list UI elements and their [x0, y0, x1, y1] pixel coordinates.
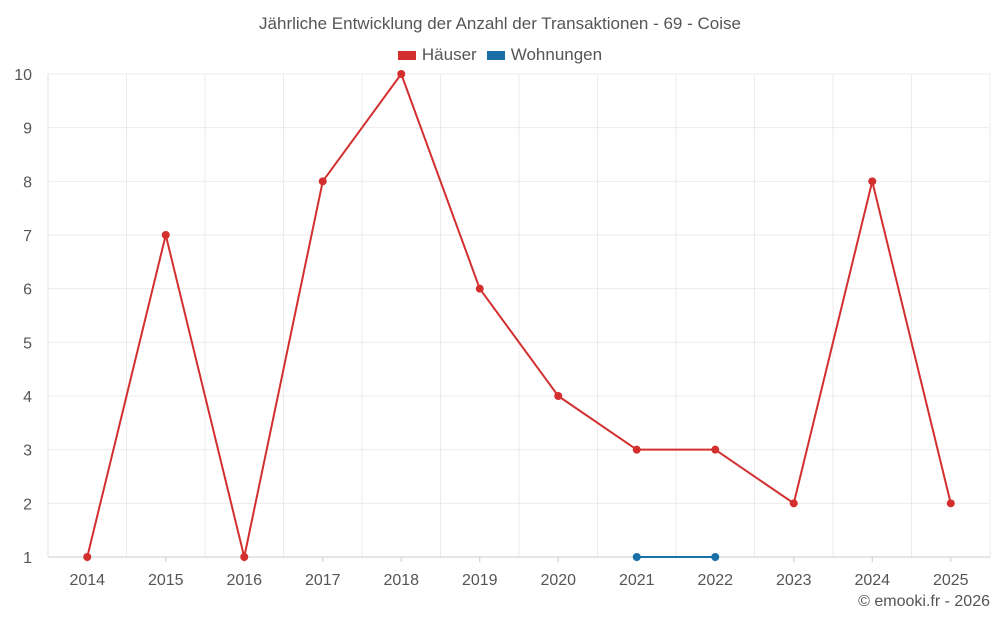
data-point-1 — [632, 553, 641, 561]
y-tick-label: 7 — [23, 228, 32, 245]
x-tick-label: 2019 — [462, 572, 498, 589]
data-point-0 — [240, 553, 249, 561]
x-tick-label: 2025 — [933, 572, 969, 589]
legend: Häuser Wohnungen — [0, 45, 1000, 65]
y-tick-label: 5 — [23, 335, 32, 352]
y-tick-label: 2 — [23, 496, 32, 513]
legend-item-houses[interactable]: Häuser — [397, 45, 477, 65]
data-point-0 — [868, 177, 877, 186]
data-point-1 — [711, 553, 720, 561]
data-point-0 — [83, 553, 92, 561]
data-point-0 — [397, 70, 406, 78]
y-tick-label: 10 — [14, 67, 32, 84]
legend-label-houses: Häuser — [421, 45, 477, 64]
legend-item-apartments[interactable]: Wohnungen — [486, 45, 603, 65]
y-tick-label: 8 — [23, 174, 32, 191]
y-tick-label: 4 — [23, 389, 32, 406]
data-point-0 — [554, 392, 563, 400]
data-point-0 — [318, 177, 327, 186]
x-tick-label: 2016 — [226, 572, 262, 589]
x-tick-label: 2020 — [540, 572, 576, 589]
x-tick-label: 2024 — [854, 572, 890, 589]
legend-swatch-houses — [397, 50, 416, 60]
y-tick-label: 1 — [23, 550, 32, 567]
x-tick-label: 2015 — [148, 572, 184, 589]
x-tick-label: 2014 — [69, 572, 105, 589]
data-point-0 — [789, 499, 798, 508]
data-point-0 — [161, 231, 170, 239]
x-tick-label: 2017 — [305, 572, 341, 589]
x-tick-label: 2021 — [619, 572, 655, 589]
data-point-0 — [946, 499, 955, 508]
copyright-credit: © emooki.fr - 2026 — [858, 593, 990, 610]
y-tick-label: 6 — [23, 282, 32, 299]
data-point-0 — [632, 445, 641, 454]
legend-swatch-apartments — [486, 50, 505, 60]
chart-title: Jährliche Entwicklung der Anzahl der Tra… — [259, 14, 741, 33]
data-point-0 — [475, 284, 484, 293]
y-tick-label: 9 — [23, 121, 32, 138]
x-tick-label: 2022 — [697, 572, 733, 589]
y-tick-label: 3 — [23, 443, 32, 460]
series-line-0 — [86, 73, 952, 558]
x-tick-label: 2023 — [776, 572, 812, 589]
x-tick-label: 2018 — [383, 572, 419, 589]
legend-label-apartments: Wohnungen — [510, 45, 603, 64]
data-point-0 — [711, 445, 720, 454]
